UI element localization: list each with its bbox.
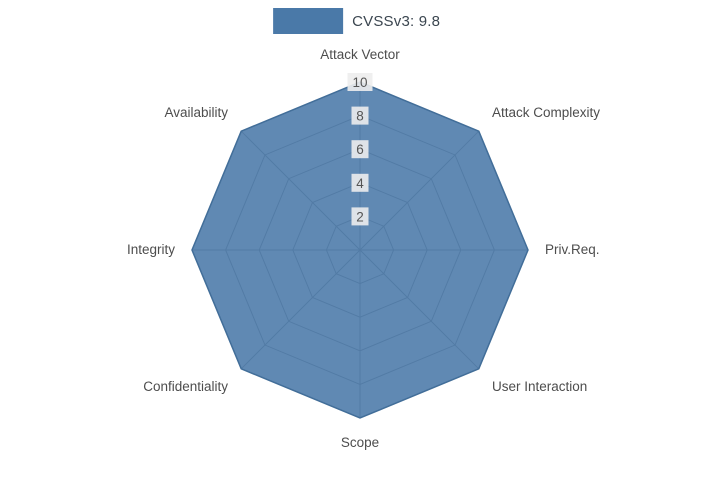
radial-tick-chip [351, 106, 369, 125]
axis-label-integrity: Integrity [127, 242, 175, 257]
radial-tick-chip [347, 73, 373, 91]
radial-tick-label: 8 [356, 109, 364, 124]
data-polygon-cvss [191, 81, 529, 419]
axis-label-scope: Scope [341, 435, 379, 450]
axis-label-user-interaction: User Interaction [492, 379, 587, 394]
radial-tick-label: 4 [356, 176, 364, 191]
radial-tick-label: 6 [356, 142, 364, 157]
axis-label-attack-vector: Attack Vector [320, 47, 400, 62]
radial-tick-chip [351, 140, 369, 159]
legend-swatch [273, 8, 344, 34]
legend-item[interactable]: CVSSv3: 9.8 [273, 8, 440, 34]
axis-label-confidentiality: Confidentiality [143, 379, 228, 394]
radial-tick-label: 10 [352, 75, 367, 90]
radial-tick-chip [351, 207, 369, 226]
radial-tick-chip [351, 173, 369, 192]
radial-tick-label: 2 [356, 209, 364, 224]
axis-label-attack-complexity: Attack Complexity [492, 105, 600, 120]
legend-label: CVSSv3: 9.8 [352, 12, 441, 30]
axis-label-priv-req: Priv.Req. [545, 242, 600, 257]
axis-label-availability: Availability [164, 105, 228, 120]
